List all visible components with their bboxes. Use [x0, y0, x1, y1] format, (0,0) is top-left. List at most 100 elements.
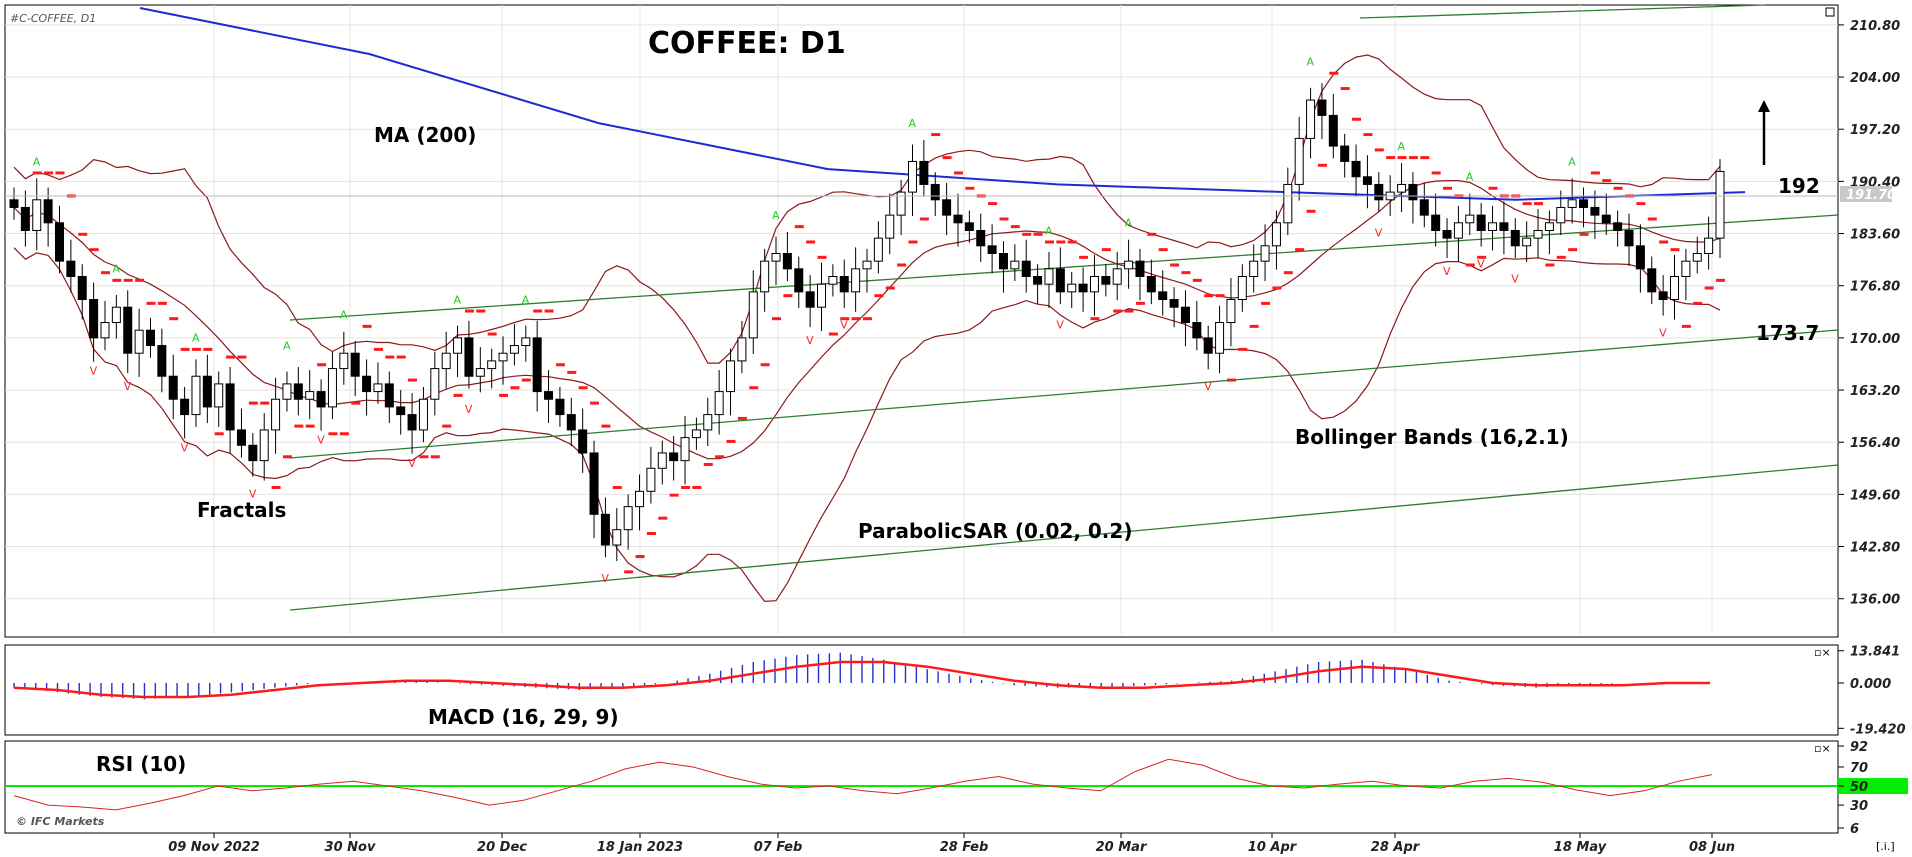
fractal-up-icon: A: [772, 209, 780, 222]
candle-body: [225, 383, 235, 431]
candle-body: [202, 375, 212, 408]
fractal-up-icon: A: [1125, 217, 1133, 230]
psar-dot: [897, 263, 907, 267]
psar-dot: [908, 240, 918, 244]
psar-dot: [1261, 301, 1271, 305]
candle-body: [168, 375, 178, 400]
fractal-down-icon: V: [1204, 380, 1212, 393]
price-tick-label: 156.40: [1850, 436, 1900, 451]
fractal-down-icon: V: [806, 334, 814, 347]
candle-body: [1010, 260, 1020, 270]
candle-body: [1476, 214, 1486, 231]
candle-body: [1067, 283, 1077, 293]
psar-dot: [362, 324, 372, 328]
parabolic-sar: [32, 71, 1725, 574]
psar-dot: [1295, 248, 1305, 252]
candle-body: [100, 322, 110, 339]
candle-body: [1533, 229, 1543, 239]
psar-label: ParabolicSAR (0.02, 0.2): [858, 519, 1132, 543]
psar-dot: [726, 439, 736, 443]
candle-body: [32, 199, 42, 231]
date-tick-label: 18 Jan 2023: [597, 840, 683, 855]
candle-body: [327, 368, 337, 408]
fractal-down-icon: V: [1056, 319, 1064, 332]
scale-icon[interactable]: [.i.]: [1876, 840, 1895, 853]
candle-body: [1317, 99, 1327, 116]
candle-body: [145, 329, 155, 347]
psar-dot: [1556, 255, 1566, 259]
candle-body: [430, 368, 440, 400]
candle-body: [1112, 268, 1122, 285]
candle-body: [9, 199, 19, 208]
target-up-label: 192: [1778, 174, 1820, 198]
candle-body: [1203, 337, 1213, 354]
psar-dot: [1431, 171, 1441, 175]
candle-body: [1294, 137, 1304, 185]
fractal-down-icon: V: [1477, 257, 1485, 270]
candle-body: [851, 268, 861, 293]
psar-dot: [1317, 163, 1327, 167]
candle-body: [578, 429, 588, 454]
candle-body: [817, 283, 827, 308]
candle-body: [1180, 306, 1190, 324]
candle-body: [248, 444, 258, 462]
candle-body: [1510, 229, 1520, 247]
candle-body: [976, 229, 986, 247]
candle-body: [180, 398, 190, 416]
candle-body: [1408, 183, 1418, 201]
candle-body: [20, 206, 30, 231]
candle-body: [669, 452, 679, 462]
price-tick-label: 197.20: [1850, 123, 1900, 138]
macd-panel-controls-icon[interactable]: ▫×: [1814, 646, 1831, 659]
candle-body: [509, 345, 519, 354]
channel-line: [289, 464, 1839, 611]
ma-200-path: [139, 7, 1746, 201]
candle-body: [1658, 291, 1668, 301]
fractal-up-icon: A: [454, 293, 462, 306]
candle-body: [236, 429, 246, 446]
psar-dot: [794, 225, 804, 229]
candle-body: [1192, 322, 1202, 339]
macd-signal-line: [13, 660, 1710, 699]
candle-body: [1590, 206, 1600, 216]
candle-body: [1249, 260, 1259, 278]
psar-dot: [1716, 278, 1725, 282]
candle-body: [475, 368, 485, 377]
psar-dot: [544, 309, 554, 313]
candle-body: [1556, 206, 1566, 224]
psar-dot: [1101, 248, 1111, 252]
psar-dot: [510, 386, 520, 390]
candle-body: [680, 437, 690, 462]
candle-body: [1362, 176, 1372, 185]
date-tick-label: 20 Mar: [1096, 840, 1148, 855]
psar-dot: [1113, 309, 1123, 313]
psar-dot: [1693, 301, 1703, 305]
psar-dot: [157, 301, 167, 305]
fractal-down-icon: V: [249, 487, 257, 500]
psar-dot: [590, 401, 600, 405]
candle-body: [54, 222, 64, 262]
psar-dot: [44, 171, 54, 175]
psar-dot: [1545, 263, 1555, 267]
fractal-down-icon: V: [601, 572, 609, 585]
rsi-label: RSI (10): [96, 752, 186, 776]
psar-dot: [373, 347, 383, 351]
macd-tick-label: 0.000: [1850, 677, 1891, 692]
price-tick-label: 136.00: [1850, 593, 1900, 608]
psar-dot: [851, 317, 861, 321]
psar-dot: [1408, 156, 1418, 160]
psar-dot: [1033, 232, 1043, 236]
candle-body: [1544, 222, 1554, 231]
psar-dot: [237, 355, 247, 359]
candle-body: [885, 214, 895, 239]
candle-body: [77, 276, 87, 301]
target-down-label: 173.7: [1756, 321, 1819, 345]
maximize-icon[interactable]: [1825, 7, 1835, 17]
candle-body: [1283, 183, 1293, 224]
fractal-down-icon: V: [1443, 265, 1451, 278]
psar-dot: [1386, 156, 1396, 160]
candle-body: [930, 183, 940, 201]
rsi-panel-controls-icon[interactable]: ▫×: [1814, 742, 1831, 755]
psar-dot: [135, 278, 145, 282]
candle-body: [544, 391, 554, 400]
